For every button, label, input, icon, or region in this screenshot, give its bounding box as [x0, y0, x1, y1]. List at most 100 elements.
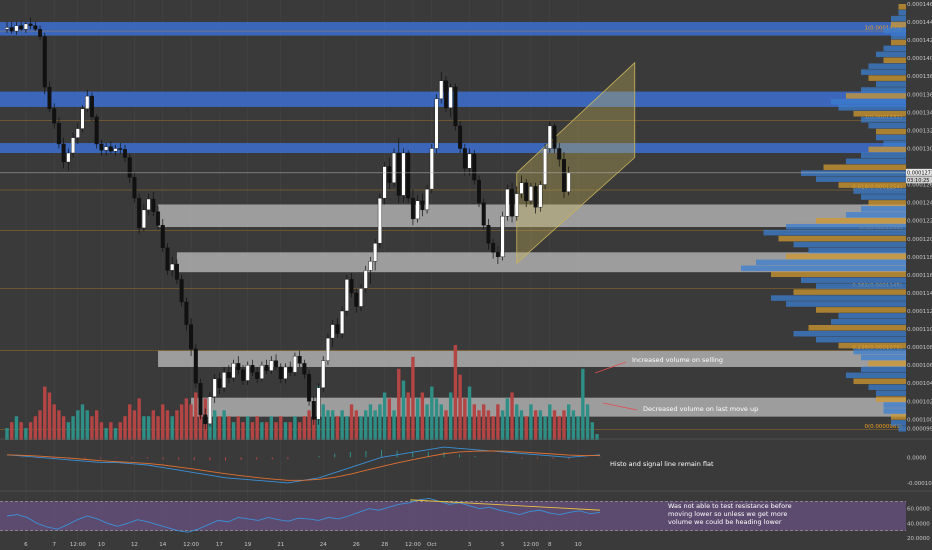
candle[interactable] [330, 320, 335, 348]
candle[interactable] [118, 143, 123, 154]
last-price-badge[interactable] [906, 168, 932, 176]
candle[interactable] [47, 81, 52, 113]
candle[interactable] [170, 256, 175, 277]
candle[interactable] [151, 191, 156, 217]
candle[interactable] [401, 148, 406, 203]
candle[interactable] [443, 76, 448, 113]
candle[interactable] [410, 189, 415, 226]
candle[interactable] [94, 114, 99, 149]
candle[interactable] [189, 318, 194, 357]
candle[interactable] [61, 137, 66, 169]
candle[interactable] [321, 356, 326, 393]
candle[interactable] [538, 180, 543, 212]
candle[interactable] [302, 359, 307, 379]
candle[interactable] [325, 333, 330, 366]
candle[interactable] [146, 193, 151, 216]
candle[interactable] [524, 179, 529, 208]
time-axis[interactable]: 6 7 12:00 10 12 14 12:00 17 19 21 24 26 28 12:00 Oct 3 5… [24, 542, 582, 548]
candle[interactable] [122, 144, 127, 163]
candle[interactable] [552, 123, 557, 153]
candle[interactable] [28, 17, 33, 30]
candle[interactable] [104, 143, 109, 156]
candle[interactable] [23, 22, 28, 33]
candle[interactable] [335, 318, 340, 339]
candle[interactable] [38, 25, 43, 41]
candle[interactable] [363, 265, 368, 293]
candle[interactable] [240, 365, 245, 386]
candle[interactable] [486, 218, 491, 250]
candle[interactable] [392, 148, 397, 187]
candle[interactable] [127, 153, 132, 183]
candle[interactable] [547, 121, 552, 153]
candle[interactable] [420, 193, 425, 217]
candle[interactable] [203, 408, 208, 430]
candle[interactable] [387, 157, 392, 190]
candle[interactable] [519, 175, 524, 199]
candle[interactable] [212, 374, 217, 404]
candle[interactable] [462, 143, 467, 176]
candle[interactable] [19, 22, 24, 32]
candle[interactable] [99, 139, 104, 156]
candle[interactable] [217, 372, 222, 395]
candle[interactable] [198, 378, 203, 420]
candle[interactable] [174, 259, 179, 284]
candle[interactable] [472, 150, 477, 185]
candle[interactable] [316, 383, 321, 425]
candle[interactable] [56, 116, 61, 149]
candle[interactable] [467, 148, 472, 176]
candle[interactable] [368, 256, 373, 284]
candle[interactable] [184, 297, 189, 331]
candle[interactable] [89, 92, 94, 122]
candle[interactable] [66, 148, 71, 171]
candle[interactable] [165, 243, 170, 275]
candle[interactable] [382, 162, 387, 205]
candle[interactable] [141, 204, 146, 232]
candle[interactable] [481, 198, 486, 230]
candle[interactable] [179, 274, 184, 307]
candle[interactable] [349, 273, 354, 298]
candle[interactable] [344, 274, 349, 316]
candle[interactable] [505, 184, 510, 221]
candle[interactable] [406, 150, 411, 203]
candle[interactable] [4, 22, 9, 33]
candle[interactable] [340, 306, 345, 339]
candle[interactable] [439, 71, 444, 104]
candle[interactable] [557, 143, 562, 167]
candle[interactable] [231, 359, 236, 382]
candle[interactable] [274, 354, 279, 371]
candle[interactable] [42, 32, 47, 95]
candle[interactable] [311, 395, 316, 425]
candle[interactable] [307, 369, 312, 406]
candle[interactable] [543, 143, 548, 190]
candle[interactable] [425, 184, 430, 214]
candle[interactable] [226, 365, 231, 384]
candle[interactable] [373, 238, 378, 271]
candlesticks[interactable] [4, 17, 571, 430]
candle[interactable] [113, 144, 118, 156]
candle[interactable] [377, 193, 382, 248]
candle[interactable] [495, 245, 500, 265]
candle[interactable] [491, 238, 496, 259]
candle[interactable] [259, 361, 264, 382]
candle[interactable] [80, 105, 85, 133]
candle[interactable] [207, 392, 212, 427]
candle[interactable] [429, 143, 434, 194]
candle[interactable] [359, 283, 364, 312]
candle[interactable] [269, 356, 274, 375]
candle[interactable] [510, 182, 515, 223]
candle[interactable] [160, 218, 165, 253]
candle[interactable] [75, 123, 80, 144]
candle[interactable] [533, 182, 538, 214]
candle[interactable] [278, 363, 283, 384]
candle[interactable] [477, 175, 482, 208]
candle[interactable] [137, 193, 142, 235]
candle[interactable] [514, 186, 519, 221]
candle[interactable] [458, 121, 463, 153]
candle[interactable] [85, 89, 90, 113]
candle[interactable] [453, 83, 458, 131]
candle[interactable] [52, 103, 57, 129]
candle[interactable] [108, 141, 113, 154]
candle[interactable] [9, 22, 14, 34]
